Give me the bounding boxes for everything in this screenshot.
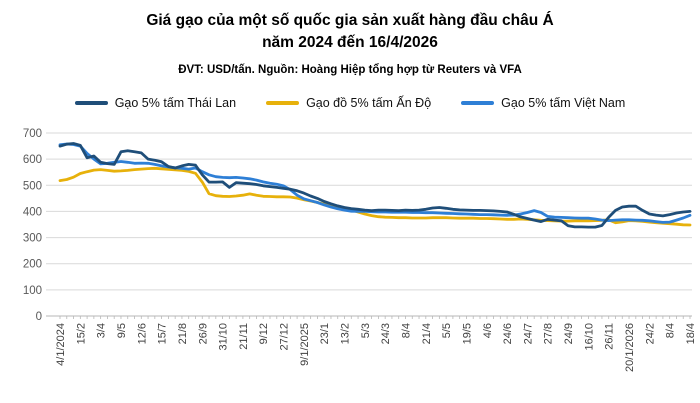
y-tick-label: 300 [23, 233, 42, 245]
x-tick-label: 21/8 [177, 323, 189, 344]
y-tick-label: 200 [23, 259, 42, 271]
legend-line-swatch-an-do [266, 101, 300, 105]
x-tick-label: 27/8 [543, 323, 555, 344]
x-tick-label: 26/11 [604, 323, 616, 350]
y-tick-label: 400 [23, 206, 42, 218]
x-tick-label: 18/4 [685, 323, 697, 344]
x-tick-label: 9/12 [258, 323, 270, 344]
x-tick-label: 26/9 [197, 323, 209, 344]
x-tick-label: 5/5 [441, 323, 453, 338]
x-tick-label: 24/7 [522, 323, 534, 344]
x-tick-label: 15/7 [157, 323, 169, 344]
x-tick-label: 9/5 [116, 323, 128, 338]
x-tick-label: 8/4 [665, 323, 677, 338]
chart-legend: Gạo 5% tấm Thái Lan Gạo đồ 5% tấm Ấn Độ … [0, 96, 700, 110]
x-tick-label: 24/9 [563, 323, 575, 344]
x-tick-label: 24/6 [502, 323, 514, 344]
x-tick-label: 4/6 [482, 323, 494, 338]
chart-title: Giá gạo của một số quốc gia sản xuất hàn… [0, 10, 700, 54]
chart-title-line1: Giá gạo của một số quốc gia sản xuất hàn… [146, 12, 554, 29]
y-tick-label: 500 [23, 180, 42, 192]
legend-label-thai-lan: Gạo 5% tấm Thái Lan [114, 96, 237, 110]
y-tick-label: 700 [23, 128, 42, 140]
x-tick-label: 5/3 [360, 323, 372, 338]
chart-subtitle: ĐVT: USD/tấn. Nguồn: Hoàng Hiệp tổng hợp… [178, 64, 522, 76]
x-tick-label: 27/12 [279, 323, 291, 351]
legend-line-swatch-viet-nam [461, 101, 495, 105]
x-tick-label: 24/3 [380, 323, 392, 344]
legend-item-thai-lan: Gạo 5% tấm Thái Lan [74, 96, 237, 110]
legend-label-an-do: Gạo đồ 5% tấm Ấn Độ [306, 96, 432, 110]
line-viet-nam [58, 142, 692, 224]
y-tick-label: 100 [23, 285, 42, 297]
legend-item-viet-nam: Gạo 5% tấm Việt Nam [461, 96, 625, 110]
x-tick-label: 3/4 [96, 323, 108, 338]
x-tick-label: 12/6 [136, 323, 148, 344]
price-chart-svg: 0 100 200 300 400 500 600 700 4/1/2024 15/2 3/4 9/5… [23, 128, 697, 372]
line-an-do [58, 166, 692, 227]
chart-title-line2: năm 2024 đến 16/4/2026 [262, 34, 438, 51]
x-tick-label: 31/10 [218, 323, 230, 351]
x-tick-label: 8/4 [400, 323, 412, 338]
y-tick-label: 600 [23, 154, 42, 166]
x-tick-label: 20/1/2026 [624, 323, 636, 372]
x-tick-label: 19/5 [461, 323, 473, 344]
y-tick-label: 0 [36, 311, 42, 323]
x-tick-label: 15/2 [75, 323, 87, 344]
line-thai-lan [58, 142, 692, 229]
x-tick-label: 9/1/2025 [299, 323, 311, 366]
x-tick-label: 16/10 [583, 323, 595, 351]
x-tick-label: 24/2 [644, 323, 656, 344]
legend-line-swatch-thai-lan [74, 101, 108, 105]
x-tick-label: 21/11 [238, 323, 250, 350]
x-tick-label: 21/4 [421, 323, 433, 344]
legend-label-viet-nam: Gạo 5% tấm Việt Nam [501, 96, 626, 110]
legend-item-an-do: Gạo đồ 5% tấm Ấn Độ [266, 96, 431, 110]
x-tick-label: 4/1/2024 [55, 323, 67, 366]
x-tick-label: 13/2 [340, 323, 352, 344]
x-tick-label: 23/1 [319, 323, 331, 344]
